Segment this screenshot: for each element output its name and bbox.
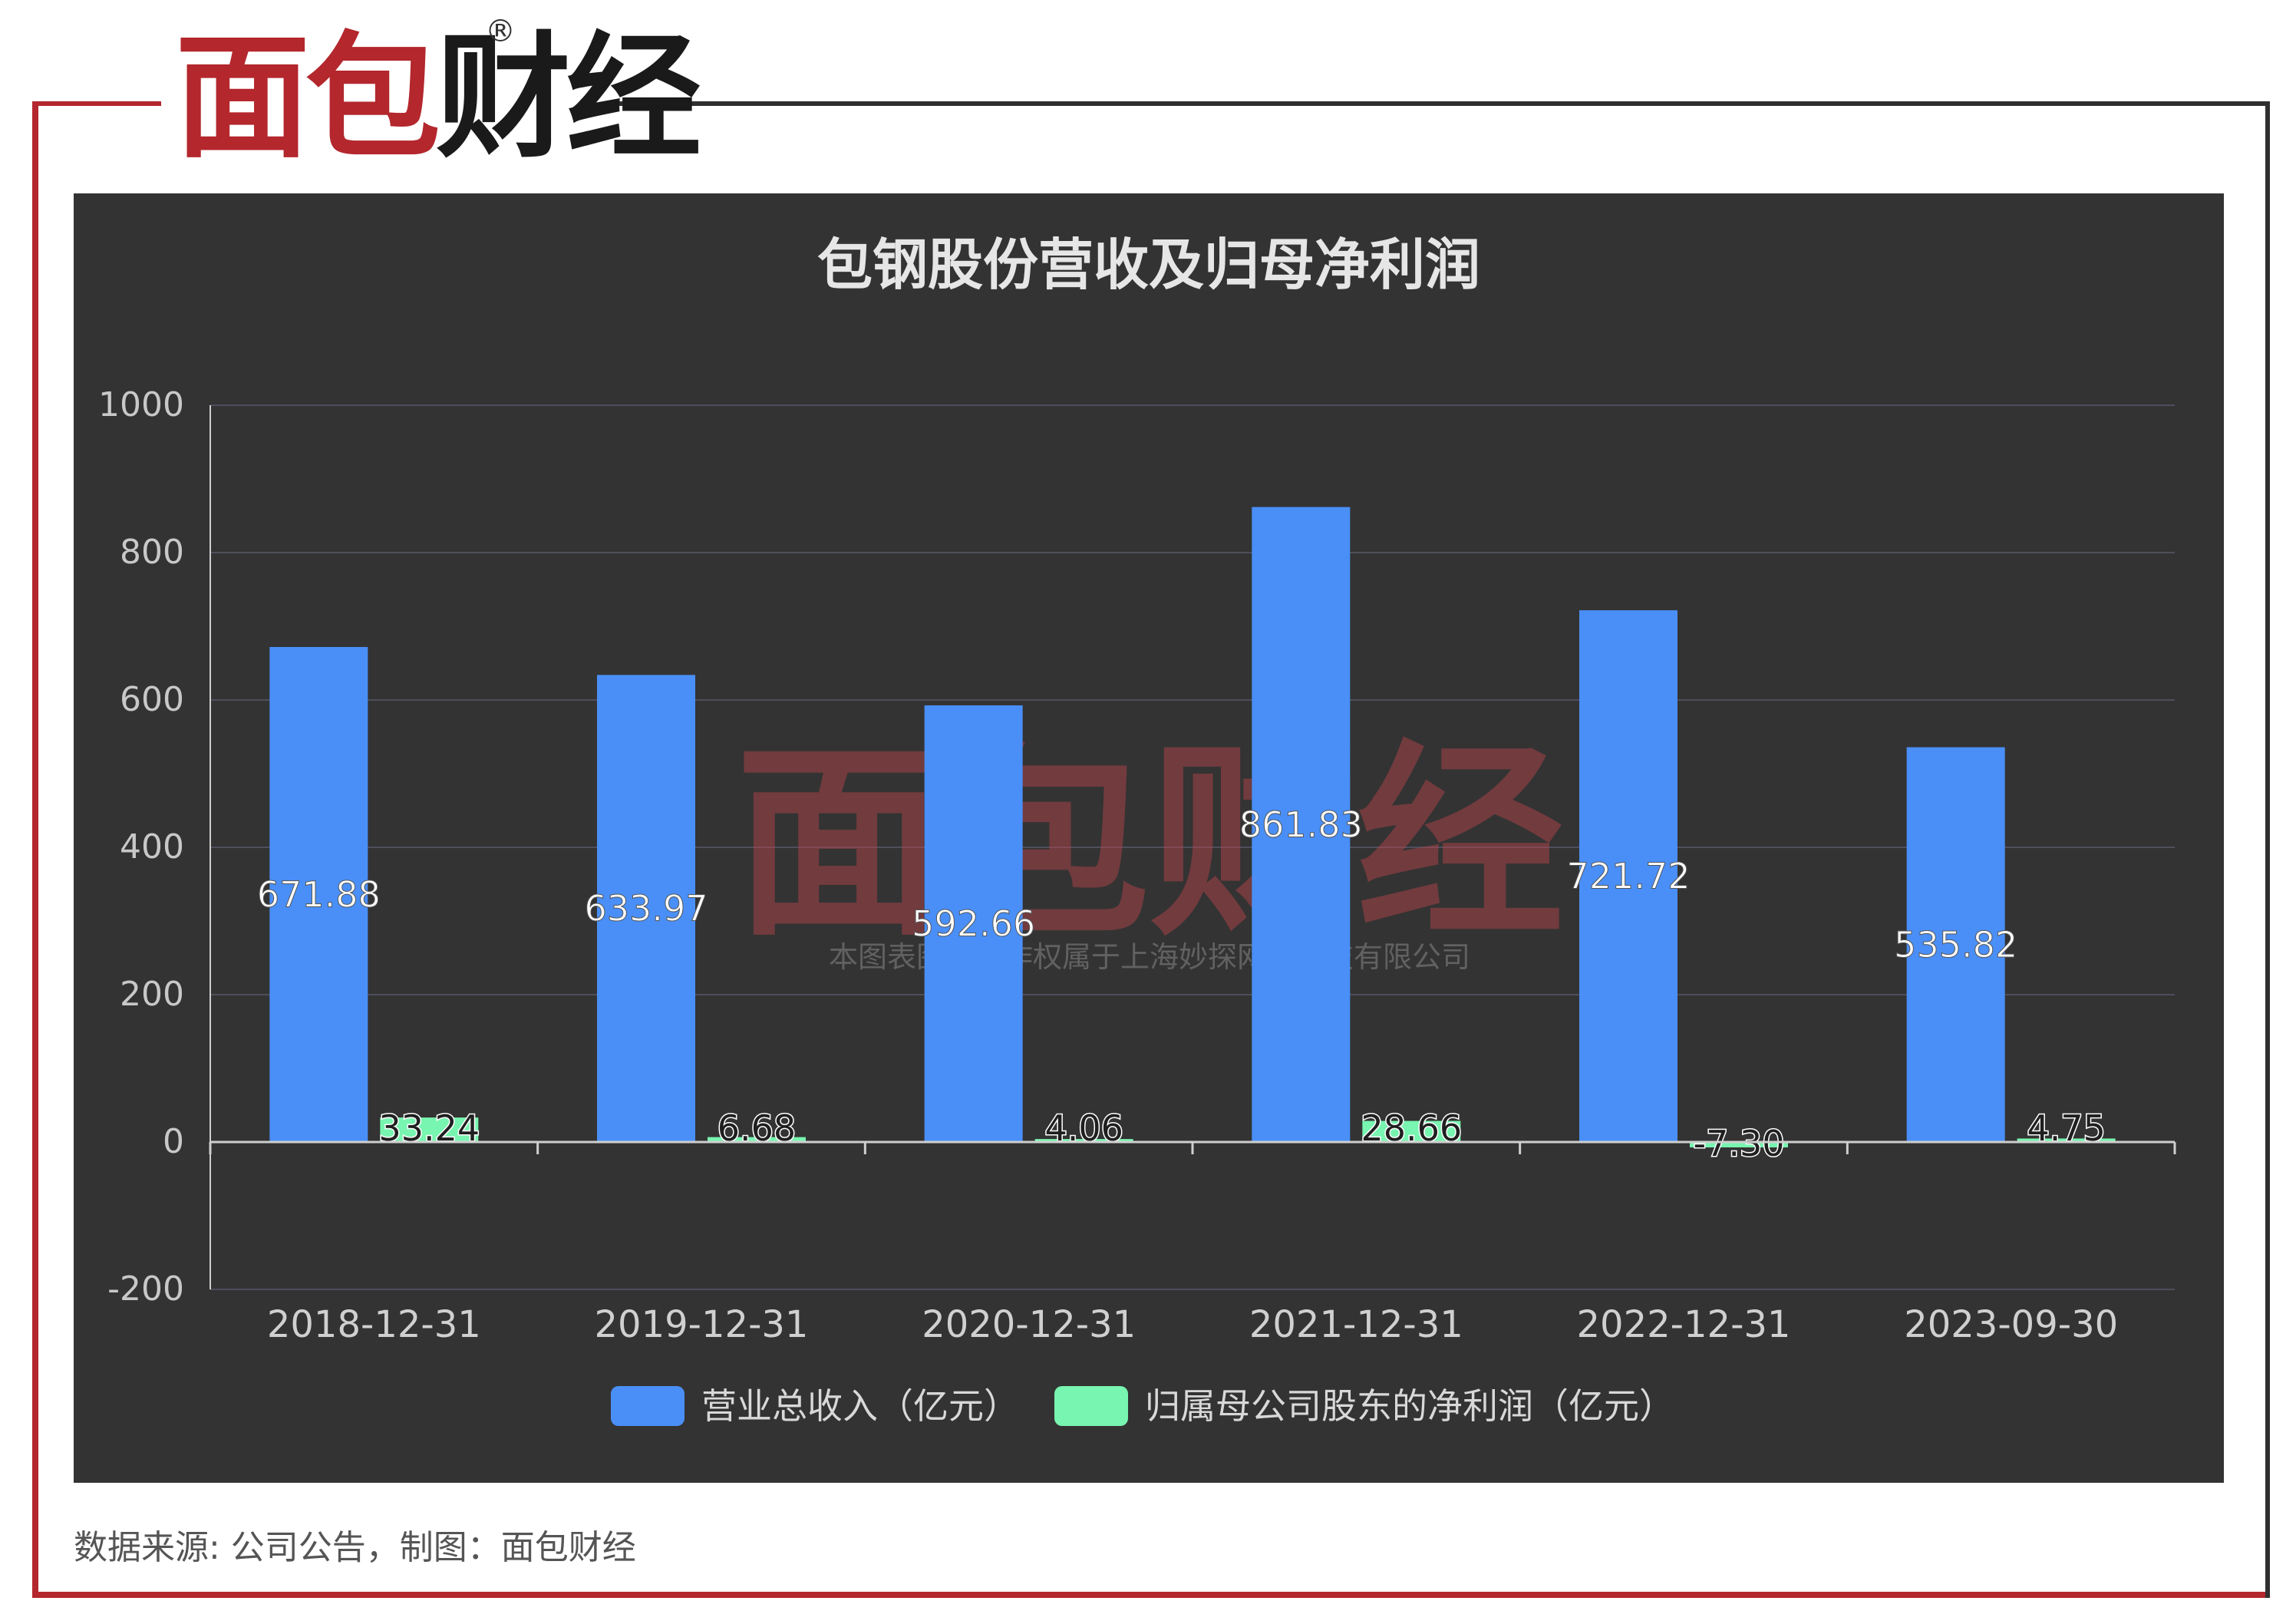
- watermark-logo: 面包财经: [735, 722, 1564, 964]
- legend-label: 营业总收入（亿元）: [701, 1385, 1019, 1427]
- chart-panel: 包钢股份营收及归母净利润 面包财经 ® 本图表图片著作权属于上海妙探网络科技有限…: [74, 193, 2224, 1483]
- profit-bar: [1034, 1139, 1133, 1143]
- revenue-value-label: 592.66: [912, 903, 1035, 945]
- x-tick-label: 2020-12-31: [922, 1303, 1136, 1346]
- frame-right-border: [2265, 101, 2270, 1598]
- legend-swatch: [1054, 1386, 1128, 1426]
- legend-swatch: [611, 1386, 685, 1426]
- profit-bar: [380, 1117, 479, 1142]
- watermark: 面包财经 ® 本图表图片著作权属于上海妙探网络科技有限公司: [735, 722, 1564, 974]
- frame-top-border-red: [32, 101, 161, 106]
- x-tick-label: 2021-12-31: [1249, 1303, 1463, 1346]
- chart-svg: 包钢股份营收及归母净利润 面包财经 ® 本图表图片著作权属于上海妙探网络科技有限…: [98, 233, 2176, 1427]
- y-tick-label: -200: [107, 1269, 184, 1309]
- y-tick-label: 0: [163, 1122, 184, 1161]
- bars-layer: [269, 507, 2116, 1148]
- y-tick-label: 1000: [98, 385, 184, 424]
- legend: 营业总收入（亿元） 归属母公司股东的净利润（亿元）: [611, 1385, 1674, 1427]
- x-tick-label: 2018-12-31: [267, 1303, 481, 1346]
- x-tick-label: 2019-12-31: [595, 1303, 809, 1346]
- revenue-value-label: 721.72: [1567, 856, 1691, 897]
- grid-layer: [210, 404, 2175, 1290]
- revenue-bar: [1906, 747, 2005, 1142]
- logo-text-red: 面包: [175, 19, 440, 177]
- frame-bottom-border: [32, 1592, 2270, 1598]
- logo-text-dark: 财经: [436, 19, 701, 177]
- revenue-value-label: 633.97: [585, 888, 708, 929]
- profit-value-label: -7.30: [1693, 1123, 1784, 1164]
- revenue-value-label: 671.88: [257, 873, 381, 915]
- x-tick-label: 2022-12-31: [1577, 1303, 1791, 1346]
- frame-left-border: [32, 101, 38, 1598]
- brand-logo: 面包 财经: [175, 19, 701, 177]
- source-note: 数据来源: 公司公告，制图：面包财经: [74, 1528, 636, 1567]
- legend-label: 归属母公司股东的净利润（亿元）: [1145, 1385, 1674, 1427]
- profit-bar: [1362, 1121, 1461, 1142]
- revenue-bar: [1252, 507, 1351, 1142]
- y-tick-label: 400: [120, 827, 184, 866]
- revenue-value-label: 535.82: [1894, 924, 2017, 965]
- profit-bar: [2017, 1138, 2116, 1142]
- y-tick-label: 600: [120, 680, 184, 719]
- revenue-bar: [269, 646, 368, 1142]
- revenue-bar: [597, 675, 695, 1142]
- axis-layer: 1000 800 600 400 200 0 -200 2018-12-31 2019-12-3…: [98, 385, 2176, 1346]
- profit-bar: [708, 1137, 806, 1142]
- logo-registered-mark: ®: [485, 14, 516, 49]
- chart-title: 包钢股份营收及归母净利润: [817, 233, 1480, 297]
- frame-top-border-dark: [614, 101, 2270, 106]
- y-tick-label: 200: [120, 975, 184, 1014]
- revenue-bar: [1579, 610, 1677, 1142]
- revenue-value-label: 861.83: [1239, 804, 1363, 845]
- x-tick-label: 2023-09-30: [1904, 1303, 2118, 1346]
- revenue-bar: [924, 705, 1023, 1142]
- y-tick-label: 800: [120, 533, 184, 572]
- profit-bar: [1690, 1142, 1788, 1148]
